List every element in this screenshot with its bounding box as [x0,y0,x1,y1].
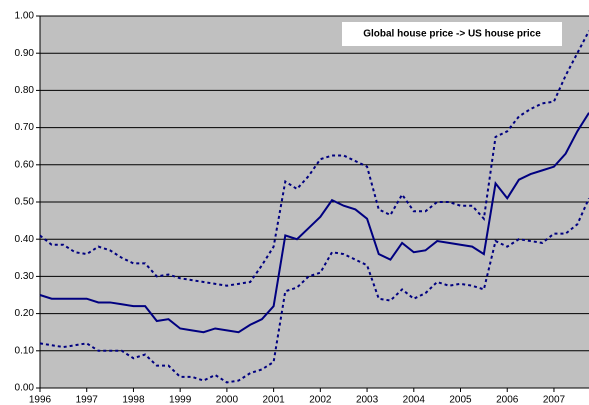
y-tick-label: 0.50 [15,197,35,208]
y-tick-label: 0.60 [15,159,35,170]
y-tick-label: 0.20 [15,308,35,319]
x-tick-label: 2000 [216,395,239,405]
series-line [39,112,589,334]
x-tick-label: 1998 [122,395,145,405]
y-tick-label: 0.90 [15,48,35,59]
x-tick-label: 2003 [356,395,379,405]
x-tick-label: 2001 [262,395,285,405]
y-tick-label: 0.40 [15,234,35,245]
x-tick-label: 2007 [543,395,566,405]
y-tick-label: 1.00 [15,11,35,22]
y-tick-label: 0.70 [15,122,35,133]
x-tick-label: 2005 [449,395,472,405]
series-line [39,197,589,384]
x-tick-label: 1999 [169,395,192,405]
series-line [39,30,589,287]
y-tick-label: 0.00 [15,383,35,394]
y-tick-label: 0.30 [15,271,35,282]
annotation-box [342,22,562,46]
x-tick-label: 1996 [29,395,52,405]
x-tick-label: 2006 [496,395,519,405]
x-tick-label: 2004 [403,395,426,405]
x-tick-label: 2002 [309,395,332,405]
y-tick-label: 0.80 [15,85,35,96]
y-tick-label: 0.10 [15,345,35,356]
x-tick-label: 1997 [76,395,99,405]
annotation: Global house price -> US house price [363,29,541,40]
